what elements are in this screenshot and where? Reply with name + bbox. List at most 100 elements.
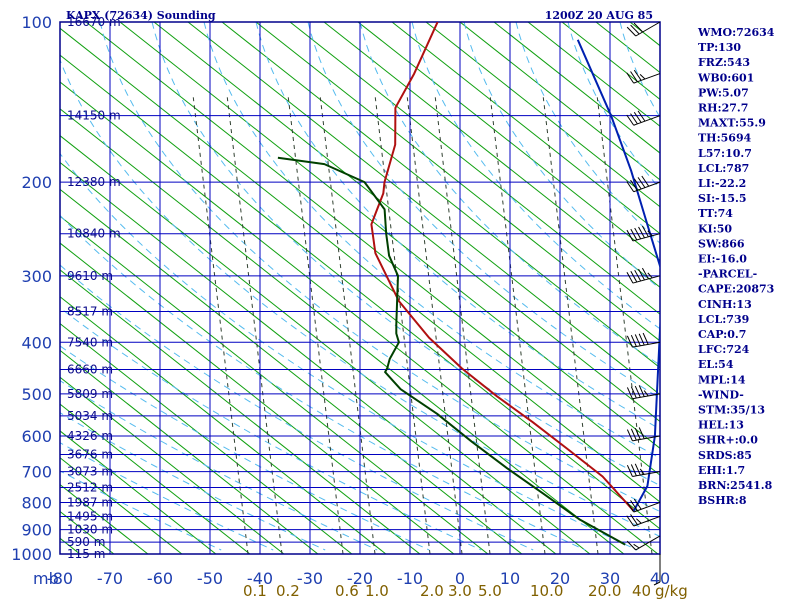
mixing-ratio-line <box>406 94 463 554</box>
height-label: 1495 m <box>67 509 113 523</box>
wind-barb-flag <box>634 385 641 398</box>
mixing-ratio-label: 0.6 <box>335 582 359 600</box>
wind-barb-staff <box>632 275 661 284</box>
mixing-ratio-line <box>226 94 283 554</box>
mixing-ratio-label: g/kg <box>655 582 688 600</box>
index-line: EHI:1.7 <box>698 464 745 477</box>
wind-barb-flag <box>634 427 641 440</box>
wind-barb-flag <box>630 514 638 525</box>
mixing-ratio-label: 0.1 <box>243 582 267 600</box>
wind-barb-flag <box>638 226 645 239</box>
index-line: TH:5694 <box>698 132 752 145</box>
wind-barb-flag <box>639 74 646 80</box>
wind-barb-flag <box>638 427 645 439</box>
index-line: SI:-15.5 <box>698 192 747 205</box>
pressure-tick-label: 600 <box>21 427 52 446</box>
dry-adiabat <box>60 510 115 554</box>
temperature-tick-label: -30 <box>297 569 323 588</box>
pressure-tick-label: 700 <box>21 463 52 482</box>
wind-barb-flag <box>633 178 642 190</box>
height-label: 16670 m <box>67 15 121 29</box>
wind-barb-flag <box>642 332 649 345</box>
wind-barb-flag <box>633 111 642 123</box>
wind-barb-flag <box>630 428 637 441</box>
wind-barb-staff <box>633 181 661 193</box>
wind-barb-staff <box>632 393 661 400</box>
wind-barb-flag <box>635 518 642 524</box>
dry-adiabat <box>60 403 251 554</box>
station-title: KAPX (72634) Sounding <box>66 9 216 22</box>
wind-barb-flag <box>638 333 645 346</box>
dry-adiabat <box>187 22 660 396</box>
wind-barb-flag <box>634 334 641 346</box>
dry-adiabat <box>255 22 660 342</box>
height-label: 1030 m <box>67 523 113 537</box>
temperature-tick-label: 0 <box>455 569 465 588</box>
index-line: TT:74 <box>698 207 733 220</box>
mixing-ratio-label: 1.0 <box>365 582 389 600</box>
wind-barb-flag <box>633 498 642 510</box>
wind-barb-flag <box>626 540 637 551</box>
wind-barb-flag <box>626 272 634 284</box>
index-line: LI:-22.2 <box>698 177 746 190</box>
wind-barb-flag <box>630 334 637 347</box>
wind-barb-flag <box>633 543 640 549</box>
wind-barb-flag <box>630 500 638 511</box>
height-label: 7540 m <box>67 335 113 349</box>
pressure-tick-label: 800 <box>21 493 52 512</box>
pressure-tick-label: 1000 <box>11 545 52 564</box>
height-label: 3073 m <box>67 465 113 479</box>
height-label: 8517 m <box>67 304 113 318</box>
index-line: -PARCEL- <box>698 268 757 281</box>
wind-barb <box>626 267 661 284</box>
dry-adiabat <box>60 269 421 554</box>
wind-barb <box>626 175 661 193</box>
wind-barb <box>626 427 661 442</box>
temperature-tick-label: -50 <box>197 569 223 588</box>
index-line: SHR+:0.0 <box>698 434 758 447</box>
pressure-unit-label: mb <box>33 569 59 588</box>
mixing-ratio-label: 20.0 <box>588 582 621 600</box>
wind-barb-flag <box>634 463 641 476</box>
wind-barb-staff <box>633 73 661 84</box>
wind-barb <box>626 498 661 513</box>
dry-adiabat <box>85 22 660 476</box>
wind-barbs <box>626 21 661 586</box>
sounding-traces <box>277 22 660 546</box>
wind-barb-flag <box>626 335 633 348</box>
mixing-ratio-line <box>192 94 249 554</box>
sounding-line-3 <box>576 39 660 512</box>
dry-adiabat <box>323 22 660 288</box>
wind-barb-staff <box>633 115 661 126</box>
index-line: L57:10.7 <box>698 147 752 160</box>
wind-barb-staff <box>632 435 661 442</box>
wind-barb-flag <box>630 270 638 283</box>
pressure-temperature-grid <box>59 21 661 555</box>
sounding-line-2 <box>277 156 626 546</box>
mixing-ratio-line <box>287 94 344 554</box>
height-label: 4326 m <box>67 429 113 443</box>
wind-barb <box>626 225 661 242</box>
index-line: LFC:724 <box>698 343 750 356</box>
wind-barb-flag <box>633 69 642 81</box>
height-label: 6660 m <box>67 363 113 377</box>
mixing-ratio-label: 40 <box>632 582 651 600</box>
wind-barb-flag <box>630 464 637 476</box>
guide-lines <box>60 22 660 554</box>
dry-adiabat <box>60 135 591 554</box>
mixing-ratio-line <box>434 94 491 554</box>
wind-barb <box>626 69 661 84</box>
wind-barb-flag <box>630 228 638 241</box>
dry-adiabat <box>60 161 557 554</box>
height-label: 5809 m <box>67 387 113 401</box>
wind-barb-flag <box>641 225 649 238</box>
wind-barb-flag <box>634 227 642 240</box>
index-line: TP:130 <box>698 41 741 54</box>
wind-barb <box>653 554 661 586</box>
dry-adiabat <box>60 215 489 554</box>
plot-frame <box>59 21 661 555</box>
wind-barb-flag <box>647 272 653 279</box>
temperature-tick-label: 30 <box>600 569 620 588</box>
